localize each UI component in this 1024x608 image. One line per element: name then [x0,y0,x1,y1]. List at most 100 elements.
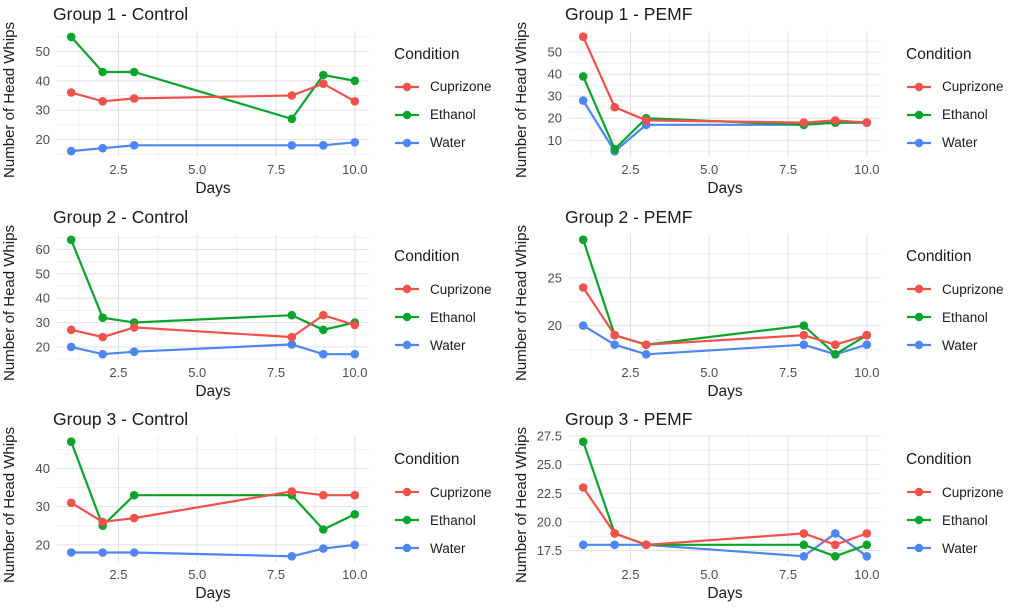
legend-key-icon [907,110,931,120]
data-point [831,116,840,125]
x-axis-tick-labels: 2.5 5.0 7.5 10.0 [621,365,879,380]
data-point [350,76,360,86]
data-point [66,548,76,558]
y-axis-label: Number of Head Whips [1,22,18,178]
data-point [641,540,651,550]
data-point [799,320,809,330]
x-axis-label: Days [707,383,743,400]
x-tick-label: 5.0 [188,162,206,177]
x-tick-label: 10.0 [342,162,367,177]
data-point [831,540,840,550]
y-tick-label: 60 [36,242,50,257]
x-tick-label: 10.0 [854,567,879,582]
legend-title: Condition [906,45,972,63]
data-point [831,340,840,349]
data-point [287,339,297,349]
y-axis-tick-labels: 20 30 40 [36,461,50,552]
series-line [70,313,356,338]
legend-title: Condition [906,451,972,469]
panel-group3-control: Group 3 - Control Number of Head Whips 20 3… [0,405,512,608]
legend-item-cuprizone: Cuprizone [906,79,1024,94]
data-point [831,529,840,539]
legend-title: Condition [394,45,460,63]
legend-key-icon [907,543,931,553]
legend-item-label: Water [942,337,978,353]
x-axis-tick-labels: 2.5 5.0 7.5 10.0 [109,567,367,582]
legend-key-icon [395,82,419,92]
series-line [70,342,355,355]
series-line [70,36,355,121]
data-point [129,514,139,523]
series-line [582,286,868,346]
series-line [582,487,868,547]
data-point [319,70,328,80]
y-tick-label: 25.0 [537,457,562,472]
series-line [582,239,868,356]
y-tick-label: 40 [36,290,50,305]
data-point [831,349,840,359]
series-cuprizone [578,483,872,550]
data-point [98,313,107,322]
data-point [862,529,872,539]
legend-item-label: Ethanol [430,309,476,325]
x-tick-label: 2.5 [109,365,127,380]
data-point [319,141,328,150]
legend-title: Condition [906,248,972,266]
series-ethanol [66,32,360,124]
data-point [350,349,360,359]
data-point [319,79,328,88]
data-point [319,544,328,554]
series-line [70,82,356,103]
series-line [582,441,868,558]
data-point [287,310,297,320]
series-water [578,529,872,561]
data-point [98,349,107,359]
x-tick-label: 5.0 [188,365,206,380]
legend-key-icon [907,515,931,525]
legend-item-ethanol: Ethanol [394,513,512,528]
x-tick-label: 7.5 [267,162,285,177]
legend-key-icon [395,138,419,148]
data-point [129,322,139,332]
x-tick-label: 10.0 [854,365,879,380]
data-point [129,67,139,77]
legend-group2-pemf: Condition Cuprizone Ethanol Water [898,203,1024,406]
legend-group1-pemf: Condition Cuprizone Ethanol Water [898,0,1024,203]
y-tick-label: 30 [36,103,50,118]
data-point [578,282,588,292]
series-cuprizone [66,487,360,527]
x-axis-label: Days [707,180,743,197]
data-point [98,143,107,153]
legend-item-label: Ethanol [430,107,476,123]
y-tick-label: 20 [548,318,562,333]
x-tick-label: 7.5 [267,567,285,582]
series-cuprizone [578,32,872,127]
data-point [799,529,809,539]
legend-item-water: Water [906,541,1024,556]
legend-item-label: Water [942,540,978,556]
data-point [799,540,809,550]
grid-major-lines [57,31,369,157]
x-tick-label: 7.5 [779,162,797,177]
legend-key-icon [395,313,419,322]
y-tick-label: 50 [36,44,50,59]
legend-key-icon [395,487,419,497]
legend-group2-control: Condition Cuprizone Ethanol Water [386,203,512,406]
y-tick-label: 25 [548,270,562,285]
data-point [831,552,840,561]
y-axis-tick-labels: 10 20 30 40 50 [548,45,562,148]
y-tick-label: 40 [36,73,50,88]
legend-item-water: Water [394,135,512,150]
y-tick-label: 40 [548,67,562,82]
data-point [350,138,360,147]
data-point [129,347,139,356]
legend-group3-pemf: Condition Cuprizone Ethanol Water [898,405,1024,608]
legend-key-icon [395,110,419,120]
data-point [66,88,76,97]
data-point [98,548,107,558]
x-axis-label: Days [707,585,743,602]
data-point [799,552,809,561]
legend-item-label: Cuprizone [430,281,492,297]
data-point [578,437,588,447]
